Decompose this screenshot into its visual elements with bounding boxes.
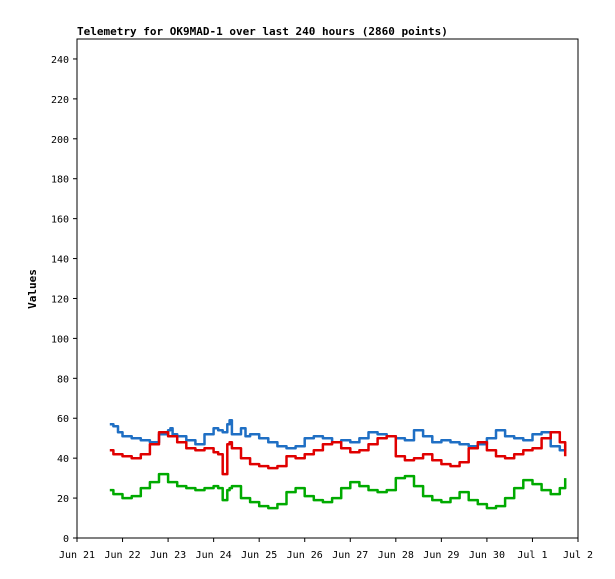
x-tick-label: Jun 26: [287, 550, 323, 561]
x-tick-label: Jun 28: [378, 550, 414, 561]
x-tick-label: Jun 27: [332, 550, 368, 561]
y-tick-label: 140: [51, 255, 69, 266]
x-tick-label: Jun 29: [423, 550, 459, 561]
x-tick-label: Jun 25: [241, 550, 277, 561]
y-tick-label: 80: [57, 374, 69, 385]
x-tick-label: Jun 21: [59, 550, 95, 561]
series-layer: [109, 418, 567, 539]
y-tick-label: 220: [51, 95, 69, 106]
x-tick-label: Jul 1: [517, 550, 547, 561]
y-axis: 0 20 40 60 80 100 120 140 160 180 200 220 240: [51, 55, 77, 545]
y-axis-label: Values: [26, 269, 39, 309]
y-tick-label: 160: [51, 215, 69, 226]
y-tick-label: 200: [51, 135, 69, 146]
x-tick-label: Jun 24: [196, 550, 232, 561]
y-tick-label: 60: [57, 414, 69, 425]
y-tick-label: 120: [51, 294, 69, 305]
y-tick-label: 40: [57, 454, 69, 465]
y-tick-label: 180: [51, 175, 69, 186]
y-tick-label: 100: [51, 334, 69, 345]
x-tick-label: Jul 2: [563, 550, 593, 561]
plot-frame: [76, 38, 579, 539]
series-line-3: [109, 472, 567, 510]
series-line-1: [109, 418, 567, 452]
series-line-2: [109, 430, 567, 476]
x-axis: Jun 21 Jun 22 Jun 23 Jun 24 Jun 25 Jun 26 Jun …: [59, 538, 593, 561]
chart-title: Telemetry for OK9MAD-1 over last 240 hou…: [77, 25, 448, 38]
x-tick-label: Jun 22: [104, 550, 140, 561]
x-tick-label: Jun 23: [150, 550, 186, 561]
y-tick-label: 20: [57, 494, 69, 505]
y-tick-label: 240: [51, 55, 69, 66]
x-tick-label: Jun 30: [469, 550, 505, 561]
y-tick-label: 0: [63, 534, 69, 545]
